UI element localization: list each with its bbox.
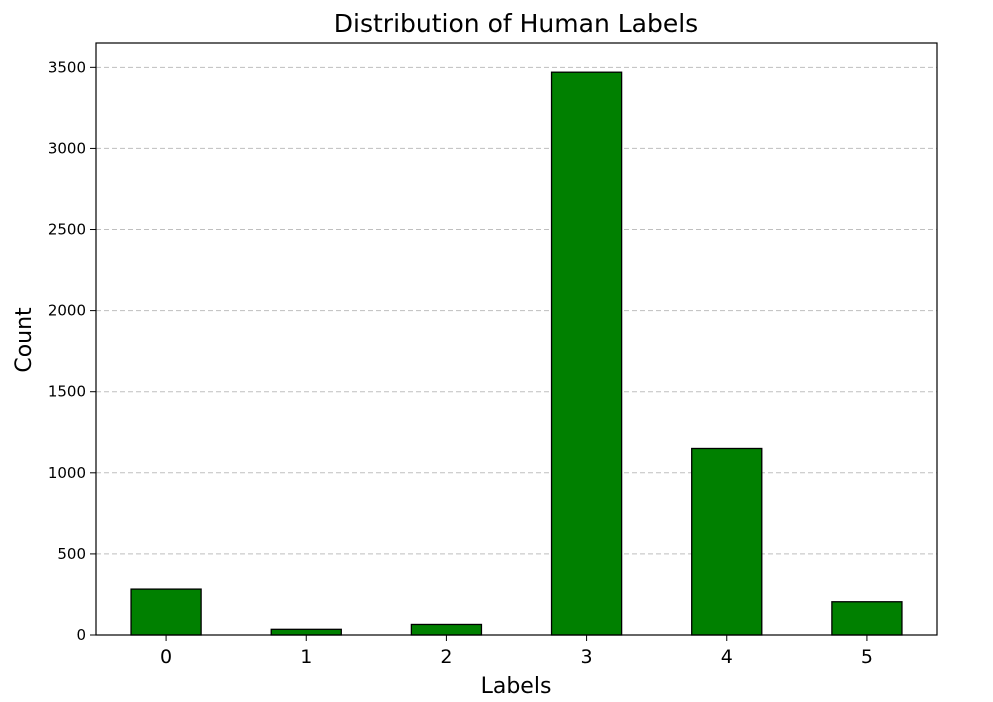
x-tick-label: 3 (581, 646, 593, 668)
y-tick-label: 1500 (48, 383, 86, 401)
x-axis-ticks: 0 1 2 3 4 5 (160, 635, 873, 668)
chart-title: Distribution of Human Labels (334, 9, 698, 38)
y-tick-label: 3500 (48, 58, 86, 76)
y-tick-label: 1000 (48, 464, 86, 482)
bars (130, 71, 903, 636)
y-tick-label: 3000 (48, 139, 86, 157)
bar-1 (270, 628, 342, 636)
grid-lines (96, 66, 937, 555)
bar-2 (410, 623, 483, 636)
y-axis-label: Count (12, 307, 37, 373)
y-tick-label: 2500 (48, 221, 86, 239)
x-tick-label: 5 (861, 646, 873, 668)
x-tick-label: 2 (440, 646, 452, 668)
bar-5 (831, 601, 903, 636)
x-tick-label: 1 (300, 646, 312, 668)
y-tick-label: 500 (57, 545, 86, 563)
y-tick-label: 2000 (48, 302, 86, 320)
bar-0 (130, 588, 202, 636)
axes-frame (95, 42, 938, 636)
x-tick-label: 0 (160, 646, 172, 668)
x-tick-label: 4 (721, 646, 733, 668)
y-tick-label: 0 (76, 626, 86, 644)
y-axis-ticks: 0 500 1000 1500 2000 2500 3000 3500 (48, 58, 96, 644)
bar-4 (691, 447, 763, 636)
bar-3 (550, 71, 623, 636)
x-axis-label: Labels (481, 674, 552, 699)
